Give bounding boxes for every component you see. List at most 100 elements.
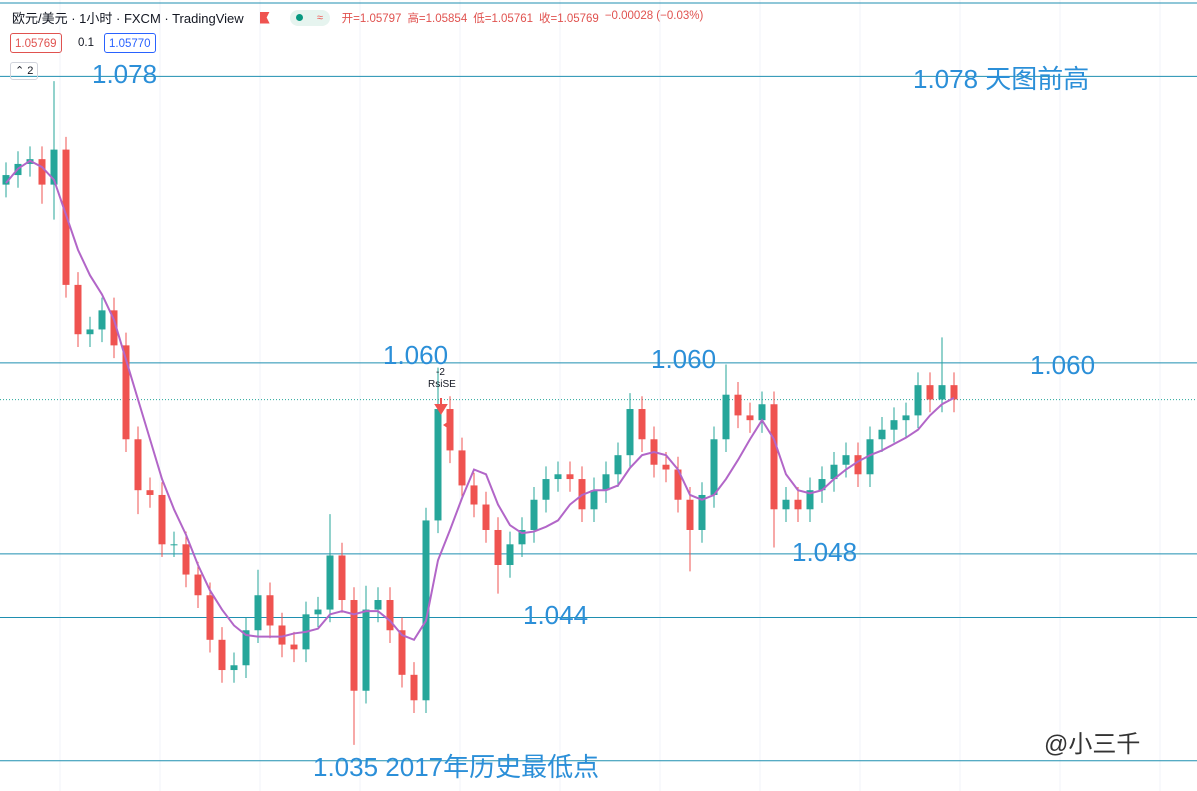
- candle-body: [146, 490, 154, 495]
- candle-body: [674, 469, 682, 500]
- moving-average: [5, 159, 955, 642]
- candle-body: [914, 385, 922, 416]
- level-annotation: 1.044: [523, 600, 588, 630]
- spread: 0.1: [78, 37, 94, 49]
- candle-body: [686, 499, 694, 530]
- candle-body: [938, 385, 946, 400]
- candle-body: [386, 600, 394, 631]
- candle-body: [38, 159, 46, 185]
- level-annotation: 1.060: [383, 340, 448, 370]
- candle-body: [398, 630, 406, 675]
- candle-body: [626, 409, 634, 456]
- candle-body: [506, 544, 514, 565]
- candle-body: [566, 474, 574, 480]
- candle-body: [158, 494, 166, 545]
- ohlc-item: −0.00028 (−0.03%): [604, 9, 704, 22]
- candle-body: [878, 429, 886, 440]
- candle-body: [374, 600, 382, 610]
- status-wave: ≈: [316, 11, 323, 24]
- ask-box[interactable]: 1.05770: [104, 33, 156, 53]
- candle-body: [230, 665, 238, 671]
- candle-body: [710, 439, 718, 495]
- watermark: @小三千: [1044, 731, 1140, 758]
- status-pill[interactable]: ≈: [289, 9, 330, 26]
- candle-body: [782, 499, 790, 510]
- candle-body: [86, 329, 94, 335]
- symbol: 欧元/美元 · 1小时 · FXCM · TradingView: [12, 11, 244, 26]
- candle-body: [290, 644, 298, 650]
- candle-body: [242, 630, 250, 666]
- status-dot: [296, 14, 304, 21]
- candle-body: [842, 455, 850, 465]
- candle-body: [182, 544, 190, 575]
- level-annotation: 1.060: [651, 344, 716, 374]
- header: 欧元/美元 · 1小时 · FXCM · TradingView ≈ 开=1.0…: [12, 8, 703, 27]
- ohlc-item: 低=1.05761: [473, 12, 534, 25]
- candle-body: [266, 595, 274, 626]
- candle-body: [110, 310, 118, 346]
- signal-name: RsiSE: [428, 379, 456, 390]
- candle-body: [662, 464, 670, 470]
- indicator-count: 2: [27, 65, 34, 77]
- candle-body: [554, 474, 562, 480]
- candle-body: [518, 529, 526, 545]
- flag[interactable]: [259, 11, 270, 24]
- candle-body: [2, 175, 10, 185]
- candle-body: [830, 464, 838, 480]
- candle-body: [950, 385, 958, 400]
- ohlc-item: 开=1.05797: [341, 12, 402, 25]
- level-annotation: 1.060: [1030, 350, 1095, 380]
- indicator-toggle[interactable]: ⌃ 2: [10, 62, 39, 80]
- candle-body: [926, 385, 934, 400]
- candle-body: [734, 394, 742, 416]
- level-annotation: 1.078 天图前高: [913, 64, 1089, 94]
- candle-body: [530, 499, 538, 530]
- ohlc-item: 高=1.05854: [407, 12, 468, 25]
- candle-body: [590, 490, 598, 510]
- candle-body: [314, 609, 322, 615]
- candle-body: [218, 639, 226, 671]
- candle-body: [470, 485, 478, 505]
- candle-body: [206, 595, 214, 640]
- candle-body: [50, 149, 58, 185]
- candle-body: [602, 474, 610, 491]
- candle-body: [422, 520, 430, 701]
- candle-body: [758, 404, 766, 421]
- candle-body: [122, 345, 130, 440]
- candle-body: [278, 625, 286, 645]
- bid-box[interactable]: 1.05769: [10, 33, 62, 53]
- candle-body: [542, 479, 550, 500]
- candle-body: [350, 600, 358, 691]
- candle-body: [638, 409, 646, 440]
- candle-body: [770, 404, 778, 510]
- candle-body: [326, 555, 334, 610]
- candle-body: [338, 555, 346, 601]
- ohlc-item: 收=1.05769: [539, 12, 599, 25]
- signal-arrow: [434, 398, 448, 415]
- candle-body: [722, 394, 730, 440]
- candle-body: [698, 494, 706, 530]
- candle-body: [614, 455, 622, 475]
- candle-body: [74, 284, 82, 335]
- candle-body: [446, 409, 454, 451]
- candle-body: [494, 529, 502, 565]
- level-annotation: 1.035 2017年历史最低点: [313, 752, 599, 782]
- candle-body: [854, 455, 862, 475]
- candle-body: [254, 595, 262, 631]
- candle-body: [746, 415, 754, 421]
- candle-body: [890, 420, 898, 430]
- candle-body: [134, 439, 142, 491]
- candle-body: [458, 450, 466, 486]
- candle-body: [866, 439, 874, 475]
- level-annotation: 1.048: [792, 537, 857, 567]
- candle-body: [482, 504, 490, 530]
- candle-body: [818, 479, 826, 491]
- signal-count: -2: [436, 367, 445, 378]
- candle-body: [170, 544, 178, 546]
- candle-body: [98, 310, 106, 330]
- candle-body: [194, 574, 202, 596]
- level-annotation: 1.078: [92, 59, 157, 89]
- candle-body: [410, 674, 418, 701]
